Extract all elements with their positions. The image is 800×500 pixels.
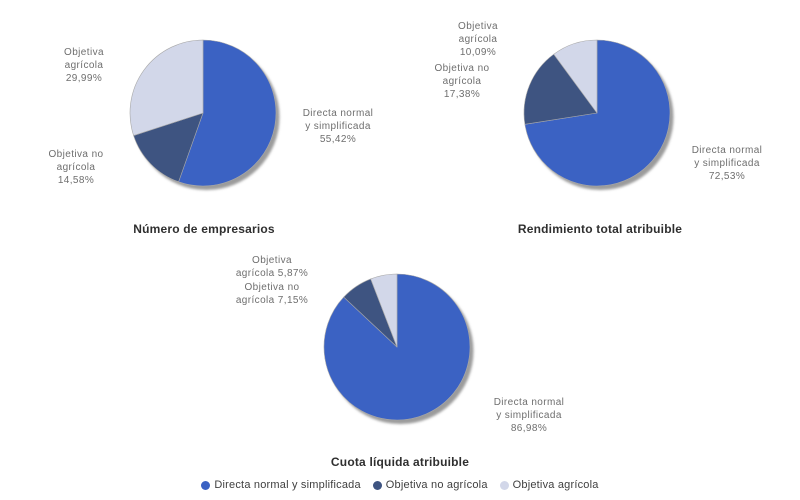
slice-label-directa: Directa normal y simplificada 72,53%: [691, 145, 763, 182]
slice-label-objetiva-no-agricola: Objetiva no agrícola 7,15%: [235, 282, 309, 306]
chart-title-cuota-liquida-atribuible: Cuota líquida atribuible: [330, 455, 470, 469]
slice-label-objetiva-no-agricola: Objetiva no agrícola 17,38%: [434, 63, 490, 100]
legend-label-directa: Directa normal y simplificada: [214, 479, 361, 491]
legend-item-objetiva-agricola[interactable]: Objetiva agrícola: [499, 479, 599, 491]
legend-marker-objetiva-agricola-icon: [499, 480, 509, 490]
pie-numero-de-empresarios: [129, 39, 280, 190]
legend-label-objetiva-no-agricola: Objetiva no agrícola: [385, 479, 488, 491]
slice-label-directa: Directa normal y simplificada 86,98%: [493, 397, 565, 434]
slice-label-objetiva-agricola: Objetiva agrícola 10,09%: [458, 21, 498, 58]
legend-marker-objetiva-no-agricola-icon: [372, 480, 382, 490]
legend-marker-directa-icon: [201, 480, 211, 490]
slice-label-objetiva-agricola: Objetiva agrícola 29,99%: [64, 47, 104, 84]
chart-title-numero-de-empresarios: Número de empresarios: [133, 222, 275, 236]
chart-title-rendimiento-total-atribuible: Rendimiento total atribuible: [517, 222, 683, 236]
slice-label-objetiva-agricola: Objetiva agrícola 5,87%: [235, 255, 309, 279]
legend: Directa normal y simplificada Objetiva n…: [0, 479, 800, 491]
legend-item-directa[interactable]: Directa normal y simplificada: [201, 479, 361, 491]
legend-label-objetiva-agricola: Objetiva agrícola: [512, 479, 599, 491]
slice-label-objetiva-no-agricola: Objetiva no agrícola 14,58%: [48, 149, 104, 186]
pie-rendimiento-total-atribuible: [523, 39, 674, 190]
slice-label-directa: Directa normal y simplificada 55,42%: [302, 108, 374, 145]
legend-item-objetiva-no-agricola[interactable]: Objetiva no agrícola: [372, 479, 488, 491]
pie-cuota-liquida-atribuible: [323, 273, 474, 424]
